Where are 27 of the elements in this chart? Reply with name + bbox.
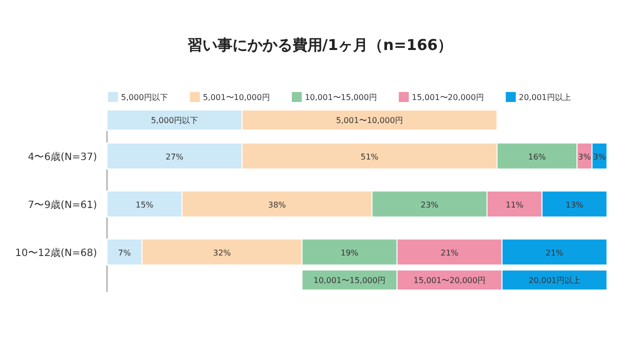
data-label: 3%	[578, 152, 592, 162]
data-label: 15%	[136, 200, 154, 210]
data-label: 51%	[360, 152, 379, 162]
annotation: 15,001〜20,000円	[414, 276, 486, 285]
legend-label: 10,001〜15,000円	[304, 93, 377, 102]
legend-label: 5,000円以下	[121, 93, 168, 102]
legend-label: 20,001円以上	[518, 93, 571, 102]
data-label: 23%	[420, 200, 439, 210]
data-label: 38%	[268, 200, 286, 210]
data-label: 13%	[566, 200, 584, 210]
annotation: 20,001円以上	[528, 276, 580, 285]
data-label: 21%	[546, 248, 564, 258]
data-label: 3%	[593, 152, 606, 162]
legend-label: 5,001〜10,000円	[202, 93, 270, 102]
data-label: 32%	[213, 248, 232, 258]
y-tick-label: 7〜9歳(N=61)	[28, 199, 98, 211]
data-label: 11%	[506, 200, 524, 210]
annotation: 10,001〜15,000円	[314, 276, 386, 285]
data-label: 7%	[118, 248, 132, 258]
legend-label: 15,001〜20,000円	[412, 93, 484, 102]
data-label: 19%	[340, 248, 359, 258]
chart-title: 習い事にかかる費用/1ヶ月（n=166）	[187, 36, 453, 54]
data-label: 16%	[528, 152, 546, 162]
data-label: 21%	[440, 248, 459, 258]
y-tick-label: 10〜12歳(N=68)	[15, 247, 98, 259]
y-tick-label: 4〜6歳(N=37)	[28, 151, 98, 163]
data-label: 27%	[166, 152, 184, 162]
